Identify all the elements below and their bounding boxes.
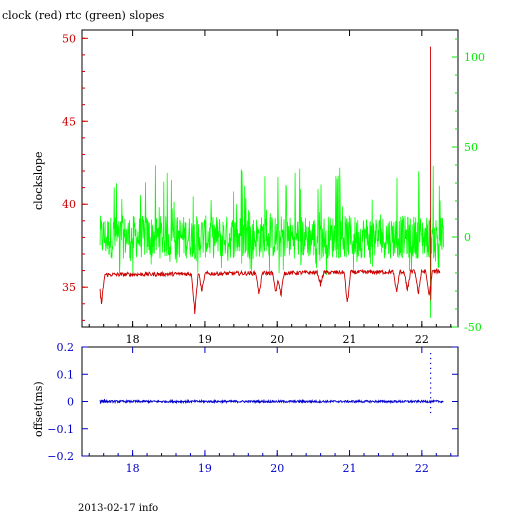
- top-xtick-label: 21: [343, 333, 357, 346]
- bottom-xtick-label: 19: [198, 462, 212, 475]
- bottom-ytick-label: 0.1: [57, 368, 75, 381]
- offset-scatter-point: [430, 392, 432, 394]
- left-ytick-label: 50: [62, 32, 76, 45]
- top-xtick-label: 20: [270, 333, 284, 346]
- top-xtick-label: 19: [198, 333, 212, 346]
- left-ytick-label: 35: [62, 281, 76, 294]
- offset-scatter-point: [430, 406, 432, 409]
- offset-scatter-point: [430, 397, 432, 399]
- bottom-xtick-label: 22: [415, 462, 429, 475]
- left-ytick-label: 45: [62, 115, 76, 128]
- top-ylabel: clockslope: [32, 152, 45, 210]
- left-ytick-label: 40: [62, 198, 76, 211]
- rtc-series-line: [99, 165, 444, 319]
- offset-series-line: [99, 398, 444, 405]
- offset-scatter-point: [430, 387, 432, 389]
- offset-scatter-point: [430, 357, 432, 360]
- bottom-ytick-label: 0.2: [57, 341, 75, 354]
- right-ytick-label: 0: [464, 231, 471, 244]
- offset-scatter-point: [430, 353, 432, 355]
- top-xtick-label: 18: [126, 333, 140, 346]
- right-ytick-label: 50: [464, 141, 478, 154]
- offset-scatter-point: [430, 372, 432, 374]
- offset-scatter-point: [430, 402, 432, 404]
- clock-series-line: [99, 46, 441, 315]
- footer-label: 2013-02-17 info: [78, 503, 158, 512]
- offset-scatter-point: [430, 377, 432, 379]
- bottom-xtick-label: 21: [343, 462, 357, 475]
- top-panel: clockslope: [32, 29, 459, 328]
- bottom-ytick-label: 0: [67, 396, 74, 409]
- top-panel-frame: [81, 29, 459, 328]
- offset-scatter-point: [430, 382, 432, 384]
- offset-scatter-point: [430, 411, 432, 414]
- bottom-ytick-label: −0.2: [47, 450, 74, 463]
- offset-scatter-point: [430, 367, 432, 369]
- bottom-xtick-label: 18: [126, 462, 140, 475]
- right-ytick-label: 100: [464, 51, 485, 64]
- chart-title: clock (red) rtc (green) slopes: [2, 9, 165, 22]
- bottom-ylabel: offset(ms): [32, 381, 45, 437]
- bottom-ytick-label: −0.1: [47, 423, 74, 436]
- bottom-xtick-label: 20: [270, 462, 284, 475]
- right-ytick-label: -50: [464, 321, 482, 334]
- top-xtick-label: 22: [415, 333, 429, 346]
- offset-scatter-point: [430, 362, 432, 365]
